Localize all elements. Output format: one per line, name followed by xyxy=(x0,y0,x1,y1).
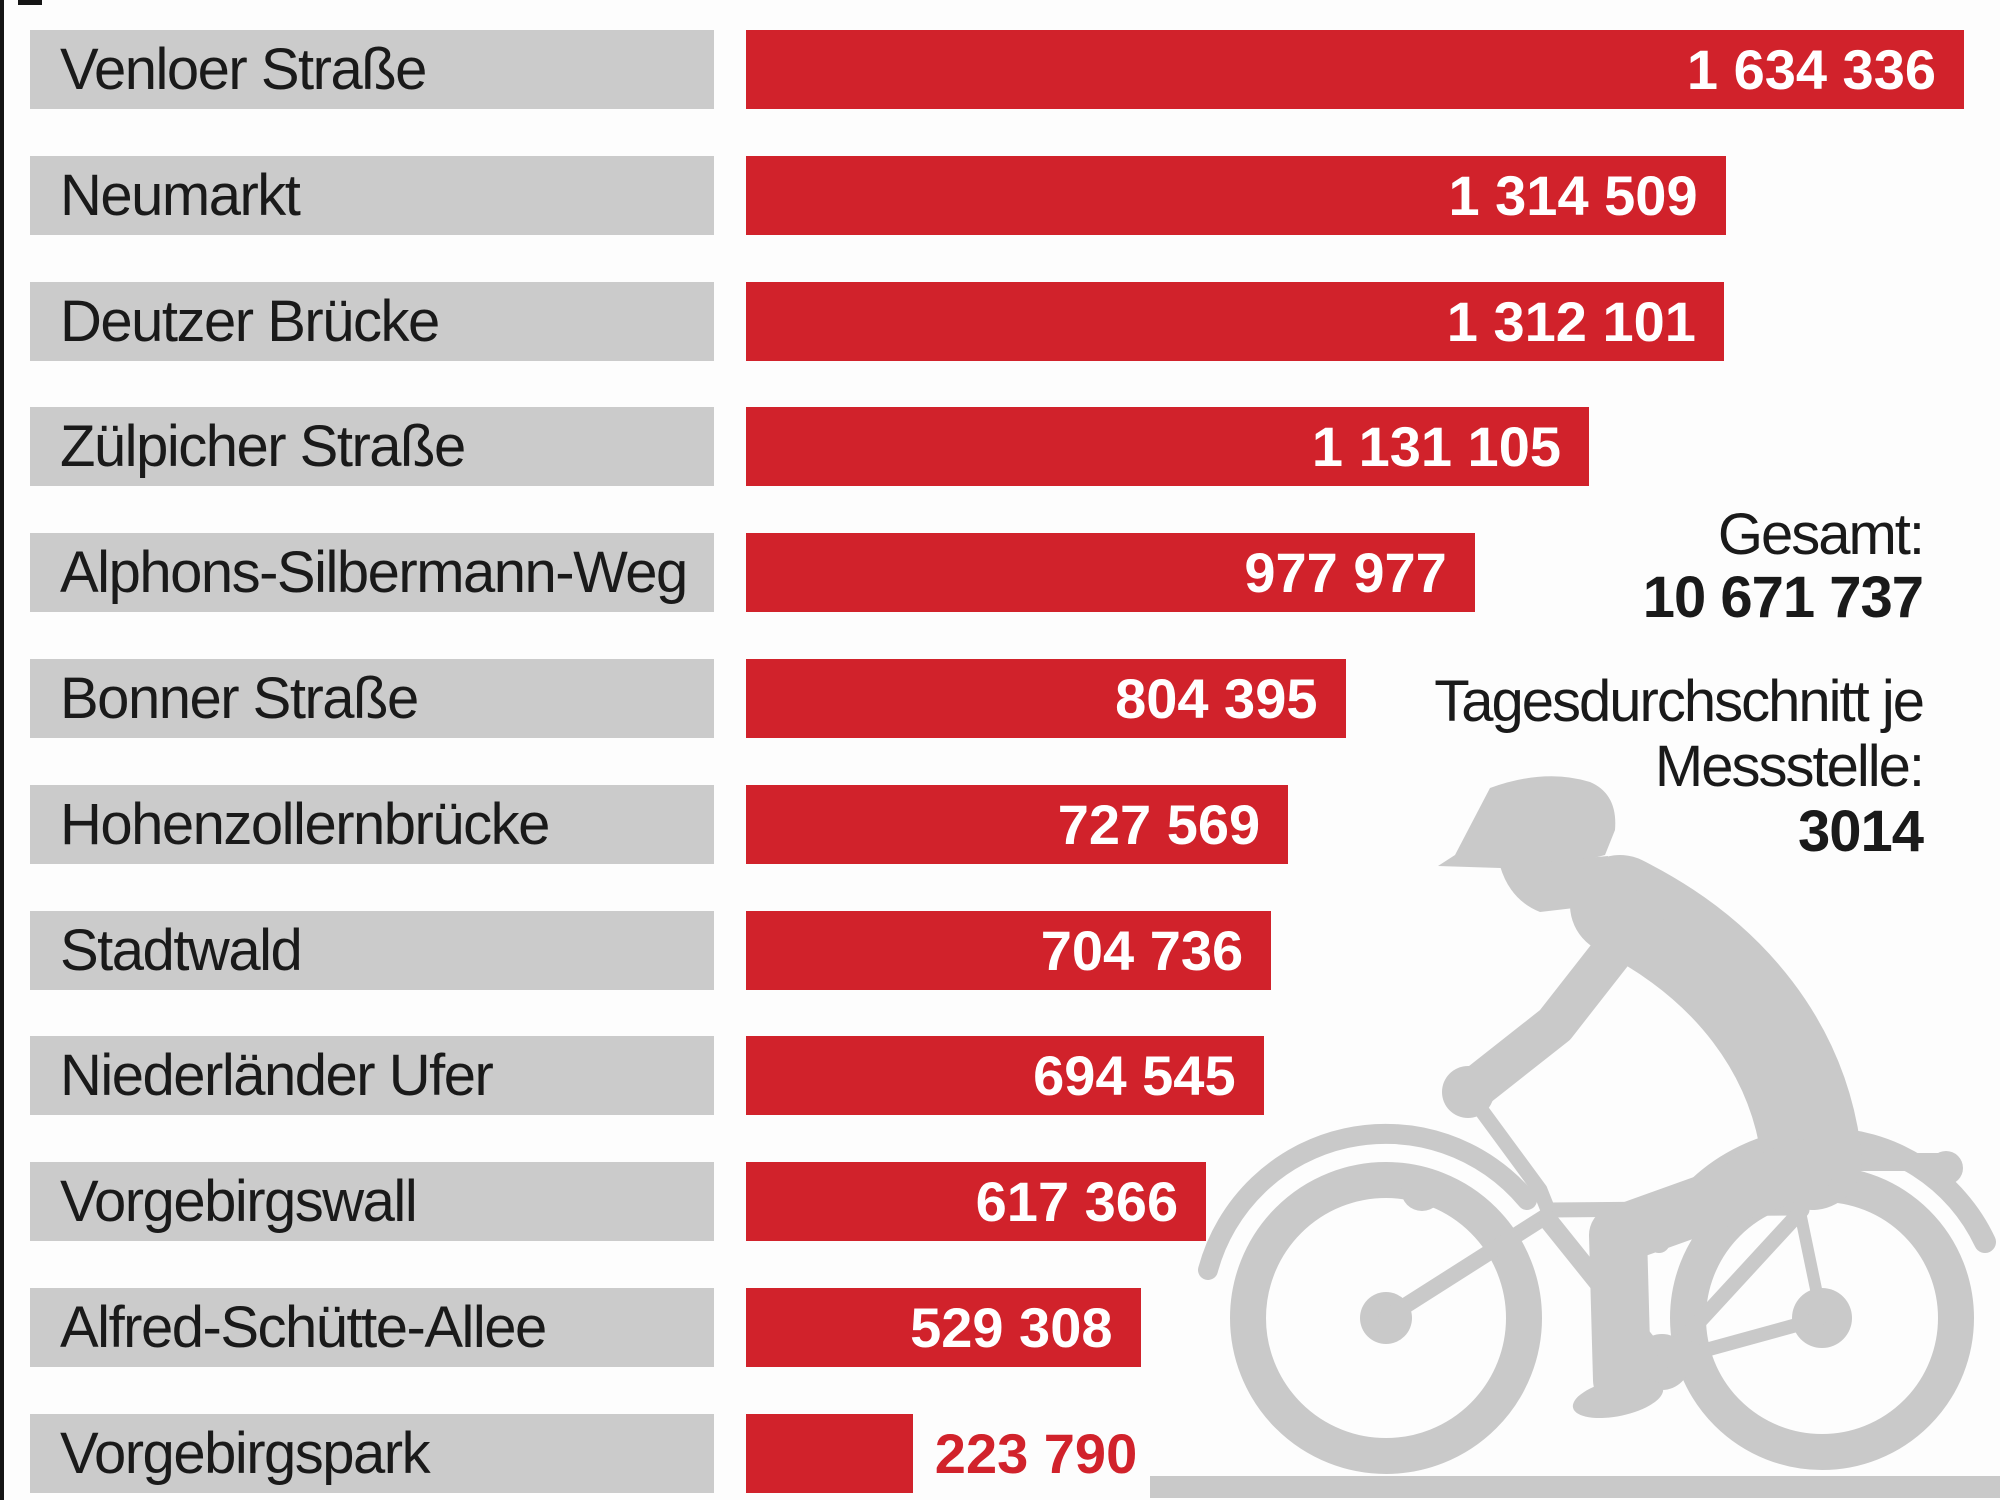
bar: 529 308 xyxy=(746,1288,1141,1367)
total-label: Gesamt: xyxy=(1717,502,1925,567)
bar-row: Bonner Straße 804 395 xyxy=(0,659,2000,738)
category-label-box: Hohenzollernbrücke xyxy=(30,785,714,864)
bar-value: 1 634 336 xyxy=(1686,38,1936,101)
bar-row: Zülpicher Straße 1 131 105 xyxy=(0,407,2000,486)
bar: 617 366 xyxy=(746,1162,1207,1241)
category-label: Neumarkt xyxy=(60,163,301,228)
bar-value: 1 314 509 xyxy=(1448,164,1698,227)
bar: 1 634 336 xyxy=(746,30,1964,109)
bar-value: 223 790 xyxy=(934,1422,1138,1485)
total-value: 10 671 737 xyxy=(1642,565,1924,630)
category-label-box: Alfred-Schütte-Allee xyxy=(30,1288,714,1367)
bar-row: Neumarkt 1 314 509 xyxy=(0,156,2000,235)
bar-track: 223 790 xyxy=(746,1414,1964,1493)
bar-row: Vorgebirgspark 223 790 xyxy=(0,1414,2000,1493)
bar: 1 314 509 xyxy=(746,156,1726,235)
category-label-box: Venloer Straße xyxy=(30,30,714,109)
category-label-box: Bonner Straße xyxy=(30,659,714,738)
category-label-box: Stadtwald xyxy=(30,911,714,990)
category-label: Deutzer Brücke xyxy=(60,289,440,354)
bar-row: Vorgebirgswall 617 366 xyxy=(0,1162,2000,1241)
bar-track: 1 634 336 xyxy=(746,30,1964,109)
category-label-box: Niederländer Ufer xyxy=(30,1036,714,1115)
bar-row: Niederländer Ufer 694 545 xyxy=(0,1036,2000,1115)
bar-track: 727 569 xyxy=(746,785,1964,864)
bar-value: 694 545 xyxy=(1033,1044,1236,1107)
total-annotation: Gesamt: 10 671 737 xyxy=(1642,502,1925,630)
bar-track: 804 395 xyxy=(746,659,1964,738)
bar-track: 1 314 509 xyxy=(746,156,1964,235)
average-value: 3014 xyxy=(1797,799,1924,864)
average-label-line2: Messstelle: xyxy=(1654,734,1925,799)
average-label-line1: Tagesdurchschnitt je xyxy=(1434,669,1925,734)
bar-row: Alphons-Silbermann-Weg 977 977 xyxy=(0,533,2000,612)
bar-value: 617 366 xyxy=(975,1170,1179,1233)
category-label-box: Vorgebirgswall xyxy=(30,1162,714,1241)
category-label: Niederländer Ufer xyxy=(60,1043,494,1108)
category-label: Vorgebirgspark xyxy=(60,1421,431,1486)
category-label: Alphons-Silbermann-Weg xyxy=(60,540,688,605)
bar: 694 545 xyxy=(746,1036,1264,1115)
bar-row: Stadtwald 704 736 xyxy=(0,911,2000,990)
bar-value: 977 977 xyxy=(1244,541,1447,604)
category-label-box: Vorgebirgspark xyxy=(30,1414,714,1493)
bar-row: Deutzer Brücke 1 312 101 xyxy=(0,282,2000,361)
bar-track: 529 308 xyxy=(746,1288,1964,1367)
bar-row: Venloer Straße 1 634 336 xyxy=(0,30,2000,109)
bar-track: 1 131 105 xyxy=(746,407,1964,486)
category-label: Vorgebirgswall xyxy=(60,1169,418,1234)
bar-value: 704 736 xyxy=(1040,919,1244,982)
bar: 1 131 105 xyxy=(746,407,1589,486)
bar-track: 704 736 xyxy=(746,911,1964,990)
average-annotation: Tagesdurchschnitt je Messstelle: 3014 xyxy=(1434,669,1925,864)
category-label-box: Deutzer Brücke xyxy=(30,282,714,361)
category-label-box: Zülpicher Straße xyxy=(30,407,714,486)
category-label: Alfred-Schütte-Allee xyxy=(60,1295,547,1360)
bar-track: 1 312 101 xyxy=(746,282,1964,361)
bar: 704 736 xyxy=(746,911,1272,990)
category-label: Stadtwald xyxy=(60,918,303,983)
corner-mark xyxy=(18,0,42,5)
category-label: Zülpicher Straße xyxy=(60,414,466,479)
bar-value: 1 131 105 xyxy=(1311,415,1561,478)
bar-value: 804 395 xyxy=(1115,667,1318,730)
bar-row: Alfred-Schütte-Allee 529 308 xyxy=(0,1288,2000,1367)
bar: 1 312 101 xyxy=(746,282,1724,361)
category-label: Hohenzollernbrücke xyxy=(60,792,550,857)
bar-row: Hohenzollernbrücke 727 569 xyxy=(0,785,2000,864)
category-label: Bonner Straße xyxy=(60,666,419,731)
bar-track: 617 366 xyxy=(746,1162,1964,1241)
bar-value: 727 569 xyxy=(1057,793,1261,856)
category-label-box: Neumarkt xyxy=(30,156,714,235)
bar: 727 569 xyxy=(746,785,1289,864)
bar xyxy=(746,1414,913,1493)
left-border-line xyxy=(0,0,4,1500)
bar: 977 977 xyxy=(746,533,1475,612)
bar-track: 694 545 xyxy=(746,1036,1964,1115)
bar-value: 529 308 xyxy=(910,1296,1113,1359)
bar-value: 1 312 101 xyxy=(1446,290,1696,353)
category-label-box: Alphons-Silbermann-Weg xyxy=(30,533,714,612)
bar-track: 977 977 xyxy=(746,533,1964,612)
category-label: Venloer Straße xyxy=(60,37,427,102)
cyclist-silhouette-icon xyxy=(1150,776,2000,1498)
bar: 804 395 xyxy=(746,659,1346,738)
